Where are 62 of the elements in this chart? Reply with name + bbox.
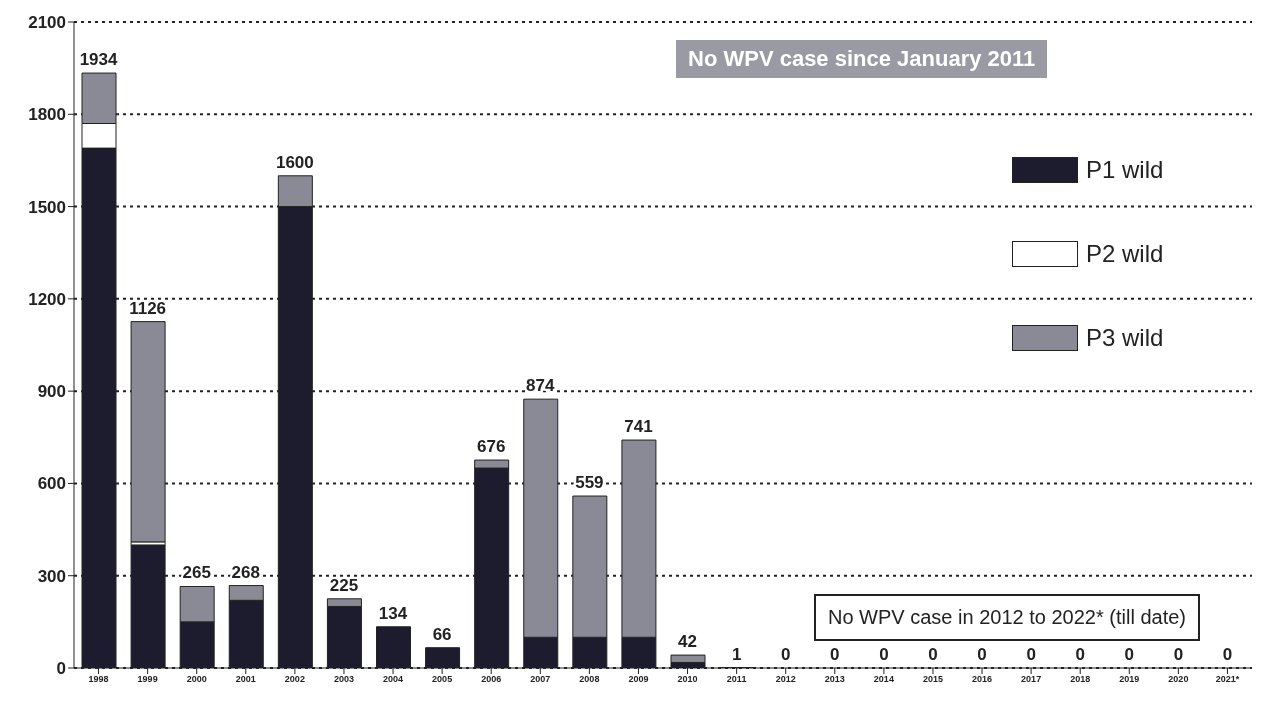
x-tick-label: 2015 (922, 674, 943, 685)
y-tick-label: 300 (37, 566, 66, 586)
y-tick-label: 0 (56, 659, 66, 679)
annotation: No WPV case since January 2011 (676, 40, 1048, 78)
x-tick-label: 2006 (481, 674, 502, 685)
total-label: 0 (879, 645, 889, 664)
total-label: 0 (830, 645, 840, 664)
legend-label: P3 wild (1085, 323, 1165, 353)
total-label: 0 (1026, 645, 1036, 664)
x-tick-label: 2003 (333, 674, 354, 685)
x-tick-label: 2004 (383, 674, 404, 685)
total-label: 1 (731, 644, 742, 664)
total-label: 1126 (129, 298, 167, 318)
total-label: 559 (575, 473, 604, 493)
x-tick-label: 2001 (235, 674, 256, 685)
legend-label: P1 wild (1085, 155, 1165, 185)
x-tick-label: 2000 (186, 674, 207, 685)
y-tick-label: 2100 (28, 13, 66, 33)
x-tick-label: 2014 (873, 674, 894, 685)
x-tick-label: 2019 (1119, 674, 1140, 685)
x-tick-label: 2020 (1168, 674, 1189, 685)
y-tick-label: 600 (37, 474, 66, 494)
total-label: 741 (624, 417, 653, 437)
y-tick-label: 1500 (28, 197, 66, 217)
bar (670, 654, 706, 663)
x-tick-label: 2021* (1215, 674, 1240, 685)
total-label: 676 (477, 437, 506, 457)
x-tick-label: 2011 (726, 674, 747, 685)
total-label: 268 (231, 562, 260, 582)
total-label: 874 (526, 376, 556, 396)
x-tick-label: 2013 (824, 674, 845, 685)
total-label: 225 (329, 575, 359, 595)
total-label: 42 (678, 632, 697, 652)
x-tick-label: 2018 (1070, 674, 1091, 685)
y-tick-label: 900 (37, 382, 66, 402)
x-tick-label: 1999 (137, 674, 158, 685)
x-tick-label: 2002 (284, 674, 305, 685)
y-tick-label: 1800 (28, 105, 66, 125)
total-label: 0 (1222, 645, 1233, 664)
x-tick-label: 2007 (530, 674, 551, 685)
y-tick-label: 1200 (28, 289, 66, 309)
annotation: No WPV case in 2012 to 2022* (till date) (814, 594, 1200, 641)
total-label: 66 (432, 624, 452, 644)
total-label: 1934 (79, 50, 118, 70)
x-tick-label: 2016 (972, 674, 993, 685)
legend-label: P2 wild (1085, 239, 1165, 269)
total-label: 0 (1124, 645, 1135, 664)
total-label: 0 (1075, 645, 1085, 664)
total-label: 0 (780, 645, 791, 664)
x-tick-label: 2008 (579, 674, 600, 685)
total-label: 0 (1173, 645, 1184, 664)
x-tick-label: 1998 (88, 674, 109, 685)
total-label: 0 (977, 645, 987, 664)
total-label: 0 (928, 645, 938, 664)
total-label: 265 (182, 563, 211, 583)
total-label: 134 (378, 603, 408, 623)
x-tick-label: 2009 (628, 674, 649, 685)
x-tick-label: 2017 (1021, 674, 1042, 685)
total-label: 1600 (275, 152, 314, 172)
x-tick-label: 2012 (775, 674, 796, 685)
x-tick-label: 2005 (432, 674, 453, 685)
x-tick-label: 2010 (677, 674, 698, 685)
